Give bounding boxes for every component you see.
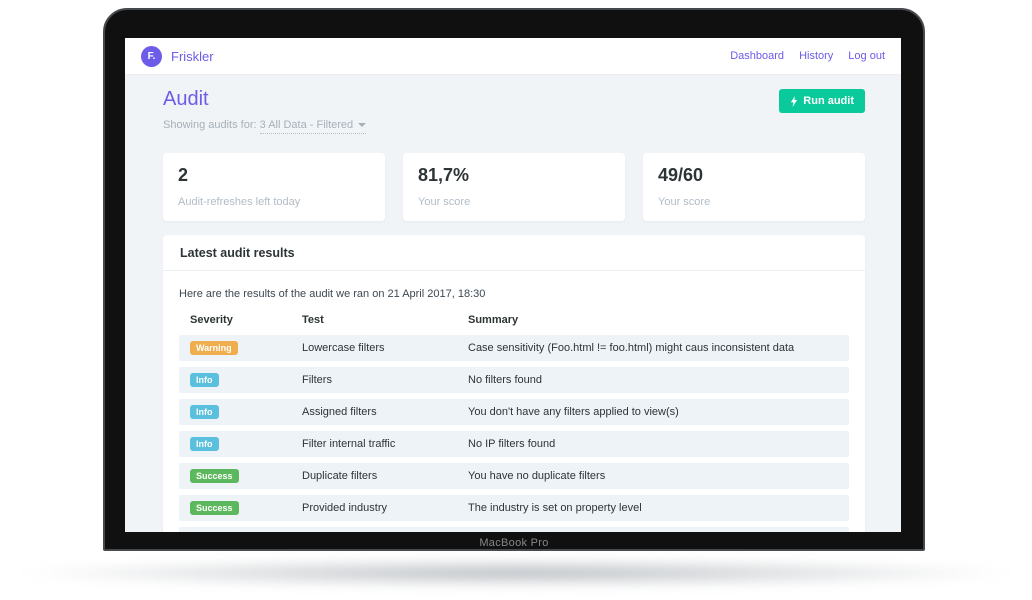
- summary-cell: You have no duplicate filters: [468, 470, 606, 482]
- stats-row: 2 Audit-refreshes left today 81,7% Your …: [163, 153, 865, 221]
- table-row-partial: [179, 527, 849, 532]
- app-header: F. Friskler Dashboard History Log out: [125, 38, 901, 75]
- panel-title: Latest audit results: [163, 235, 865, 271]
- table-row: Info Filters No filters found: [179, 367, 849, 393]
- brand-name[interactable]: Friskler: [171, 48, 214, 64]
- app-content: Audit Showing audits for: 3 All Data - F…: [125, 75, 901, 532]
- macbook-label: MacBook Pro: [479, 537, 549, 549]
- table-row: Info Filter internal traffic No IP filters…: [179, 431, 849, 457]
- stat-card-score-percent: 81,7% Your score: [403, 153, 625, 221]
- column-severity: Severity: [190, 314, 233, 326]
- top-nav: Dashboard History Log out: [730, 50, 885, 62]
- table-row: Info Assigned filters You don't have any f…: [179, 399, 849, 425]
- filter-prefix: Showing audits for:: [163, 119, 257, 131]
- page-title: Audit: [163, 88, 209, 110]
- chevron-down-icon: [358, 123, 367, 127]
- stat-card-score-ratio: 49/60 Your score: [643, 153, 865, 221]
- lightning-icon: [791, 95, 798, 107]
- run-audit-button[interactable]: Run audit: [779, 89, 865, 113]
- table-row: Success Duplicate filters You have no dupl…: [179, 463, 849, 489]
- stat-card-refreshes: 2 Audit-refreshes left today: [163, 153, 385, 221]
- test-cell: Duplicate filters: [302, 470, 378, 482]
- stat-value: 2: [178, 165, 189, 185]
- table-row: Success Provided industry The industry is …: [179, 495, 849, 521]
- filter-value-label: 3 All Data - Filtered: [259, 119, 354, 131]
- panel-body: Here are the results of the audit we ran…: [163, 271, 865, 532]
- test-cell: Filter internal traffic: [302, 438, 396, 450]
- column-test: Test: [302, 314, 324, 326]
- stat-value: 81,7%: [418, 165, 470, 185]
- audit-intro-text: Here are the results of the audit we ran…: [179, 288, 486, 300]
- filter-dropdown[interactable]: 3 All Data - Filtered: [259, 119, 367, 134]
- nav-logout[interactable]: Log out: [848, 50, 885, 62]
- test-cell: Provided industry: [302, 502, 387, 514]
- app-window: F. Friskler Dashboard History Log out Au…: [125, 38, 901, 532]
- audit-filter-line: Showing audits for: 3 All Data - Filtere…: [163, 119, 865, 134]
- severity-badge: Info: [190, 404, 219, 420]
- table-header: Severity Test Summary: [179, 314, 849, 326]
- laptop-shadow: [8, 558, 1024, 588]
- summary-cell: Case sensitivity (Foo.html != foo.html) …: [468, 342, 795, 354]
- severity-badge: Info: [190, 372, 219, 388]
- run-audit-label: Run audit: [803, 95, 854, 107]
- test-cell: Lowercase filters: [302, 342, 385, 354]
- column-summary: Summary: [468, 314, 519, 326]
- table-row: Warning Lowercase filters Case sensitivity…: [179, 335, 849, 361]
- nav-dashboard[interactable]: Dashboard: [730, 50, 785, 62]
- stat-label: Your score: [418, 196, 471, 208]
- stat-label: Audit-refreshes left today: [178, 196, 301, 208]
- test-cell: Filters: [302, 374, 332, 386]
- stat-value: 49/60: [658, 165, 704, 185]
- summary-cell: You don't have any filters applied to vi…: [468, 406, 679, 418]
- severity-badge: Info: [190, 436, 219, 452]
- severity-badge: Success: [190, 468, 239, 484]
- summary-cell: The industry is set on property level: [468, 502, 642, 514]
- results-rows: Warning Lowercase filters Case sensitivity…: [179, 335, 849, 532]
- latest-audit-results-panel: Latest audit results Here are the result…: [163, 235, 865, 532]
- test-cell: Assigned filters: [302, 406, 377, 418]
- stat-label: Your score: [658, 196, 711, 208]
- severity-badge: Success: [190, 500, 239, 516]
- severity-badge: Warning: [190, 340, 238, 356]
- friskler-logo-icon: F.: [141, 45, 162, 67]
- nav-history[interactable]: History: [799, 50, 834, 62]
- summary-cell: No filters found: [468, 374, 542, 386]
- summary-cell: No IP filters found: [468, 438, 556, 450]
